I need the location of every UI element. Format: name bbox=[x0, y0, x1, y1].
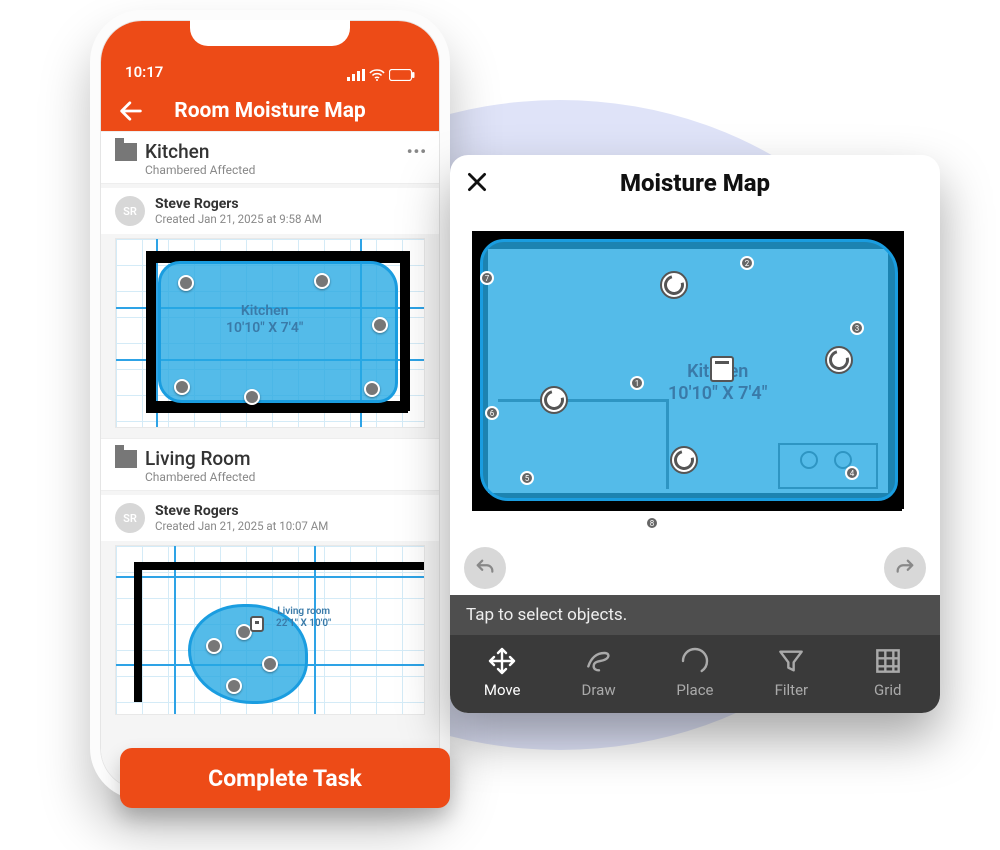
moisture-map-thumb-kitchen[interactable]: Kitchen 10'10" X 7'4" bbox=[115, 238, 425, 428]
section-subtitle: Chambered Affected bbox=[145, 163, 255, 177]
section-subtitle: Chambered Affected bbox=[145, 470, 255, 484]
dehumidifier-icon[interactable] bbox=[710, 356, 734, 382]
author-name: Steve Rogers bbox=[155, 196, 322, 212]
moisture-pin[interactable]: 7 bbox=[480, 271, 494, 285]
section-title: Living Room bbox=[145, 447, 255, 470]
clock: 10:17 bbox=[125, 63, 163, 81]
fan-icon[interactable] bbox=[670, 446, 698, 474]
created-meta: Created Jan 21, 2025 at 9:58 AM bbox=[155, 212, 322, 226]
editor-title: Moisture Map bbox=[620, 169, 770, 197]
fan-icon[interactable] bbox=[540, 386, 568, 414]
redo-button[interactable] bbox=[884, 547, 926, 589]
post-header: SR Steve Rogers Created Jan 21, 2025 at … bbox=[101, 188, 439, 234]
moisture-pin[interactable]: 5 bbox=[520, 471, 534, 485]
tool-grid[interactable]: Grid bbox=[848, 645, 928, 699]
phone-mock: 10:17 Room Moisture Map Kitchen bbox=[90, 10, 450, 800]
app-header: Room Moisture Map bbox=[101, 91, 439, 131]
moisture-pin[interactable]: 8 bbox=[645, 516, 659, 530]
moisture-pin[interactable]: 1 bbox=[630, 376, 644, 390]
created-meta: Created Jan 21, 2025 at 10:07 AM bbox=[155, 519, 328, 533]
folder-icon bbox=[115, 450, 137, 468]
undo-button[interactable] bbox=[464, 547, 506, 589]
undo-redo-bar bbox=[450, 541, 940, 595]
fan-icon[interactable] bbox=[660, 271, 688, 299]
moisture-map-editor: Moisture Map Kitchen 10'10" X 7'4" 12345… bbox=[450, 155, 940, 713]
author-name: Steve Rogers bbox=[155, 503, 328, 519]
room-label: Living room 22'1" X 10'0" bbox=[276, 606, 331, 630]
avatar: SR bbox=[115, 503, 145, 533]
section-header-kitchen[interactable]: Kitchen Chambered Affected ••• bbox=[101, 131, 439, 184]
editor-canvas[interactable]: Kitchen 10'10" X 7'4" 12345678 bbox=[450, 211, 940, 541]
moisture-pin[interactable]: 2 bbox=[740, 256, 754, 270]
moisture-pin[interactable]: 3 bbox=[850, 321, 864, 335]
status-icons bbox=[347, 69, 415, 81]
post-header: SR Steve Rogers Created Jan 21, 2025 at … bbox=[101, 495, 439, 541]
avatar: SR bbox=[115, 196, 145, 226]
tool-place[interactable]: Place bbox=[655, 645, 735, 699]
editor-toolbar: Move Draw Place Filter Grid bbox=[450, 635, 940, 713]
moisture-map-thumb-living[interactable]: Living room 22'1" X 10'0" bbox=[115, 545, 425, 715]
moisture-pin[interactable]: 6 bbox=[485, 406, 499, 420]
moisture-pin[interactable]: 4 bbox=[845, 466, 859, 480]
section-header-living[interactable]: Living Room Chambered Affected bbox=[101, 438, 439, 491]
close-icon[interactable] bbox=[464, 169, 490, 199]
tool-filter[interactable]: Filter bbox=[751, 645, 831, 699]
phone-notch bbox=[190, 20, 350, 46]
back-button[interactable] bbox=[117, 97, 145, 131]
complete-task-button[interactable]: Complete Task bbox=[120, 748, 450, 808]
more-icon[interactable]: ••• bbox=[407, 142, 427, 161]
tool-draw[interactable]: Draw bbox=[559, 645, 639, 699]
editor-header: Moisture Map bbox=[450, 155, 940, 211]
tool-move[interactable]: Move bbox=[462, 645, 542, 699]
content-scroll[interactable]: Kitchen Chambered Affected ••• SR Steve … bbox=[101, 131, 439, 789]
page-title: Room Moisture Map bbox=[174, 99, 366, 123]
fan-icon[interactable] bbox=[825, 346, 853, 374]
hint-bar: Tap to select objects. bbox=[450, 595, 940, 635]
room-label: Kitchen 10'10" X 7'4" bbox=[226, 303, 303, 337]
section-title: Kitchen bbox=[145, 140, 255, 163]
folder-icon bbox=[115, 143, 137, 161]
